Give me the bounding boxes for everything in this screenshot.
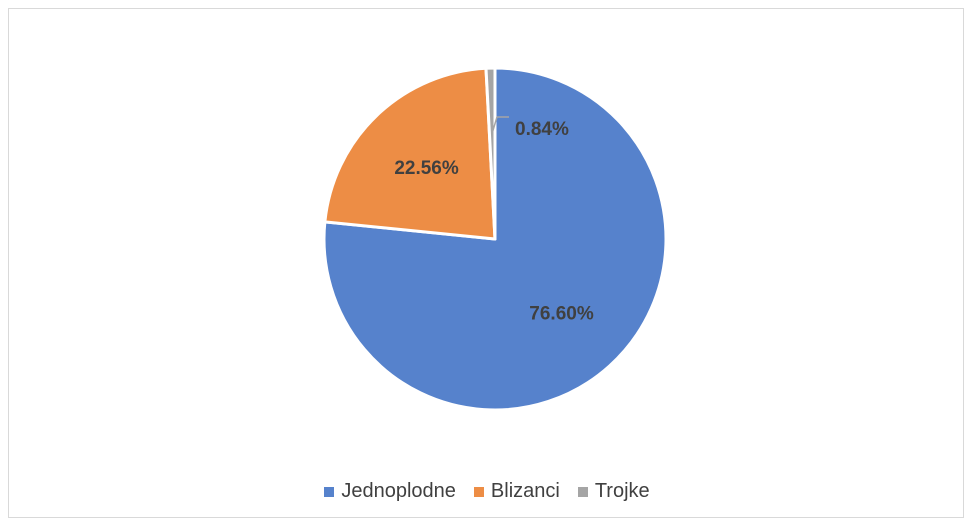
legend-swatch-jednoplodne xyxy=(324,487,334,497)
legend-item-jednoplodne: Jednoplodne xyxy=(324,480,456,503)
data-label-trojke: 0.84% xyxy=(515,119,569,140)
data-label-blizanci: 22.56% xyxy=(394,158,459,179)
legend: Jednoplodne Blizanci Trojke xyxy=(0,480,974,503)
legend-item-blizanci: Blizanci xyxy=(474,480,560,503)
pie-slices xyxy=(324,68,666,410)
data-label-jednoplodne: 76.60% xyxy=(529,304,594,325)
legend-label-blizanci: Blizanci xyxy=(491,480,560,503)
pie-slice-blizanci xyxy=(325,68,495,239)
legend-label-jednoplodne: Jednoplodne xyxy=(341,480,456,503)
legend-label-trojke: Trojke xyxy=(595,480,650,503)
legend-swatch-trojke xyxy=(578,487,588,497)
legend-item-trojke: Trojke xyxy=(578,480,650,503)
legend-swatch-blizanci xyxy=(474,487,484,497)
